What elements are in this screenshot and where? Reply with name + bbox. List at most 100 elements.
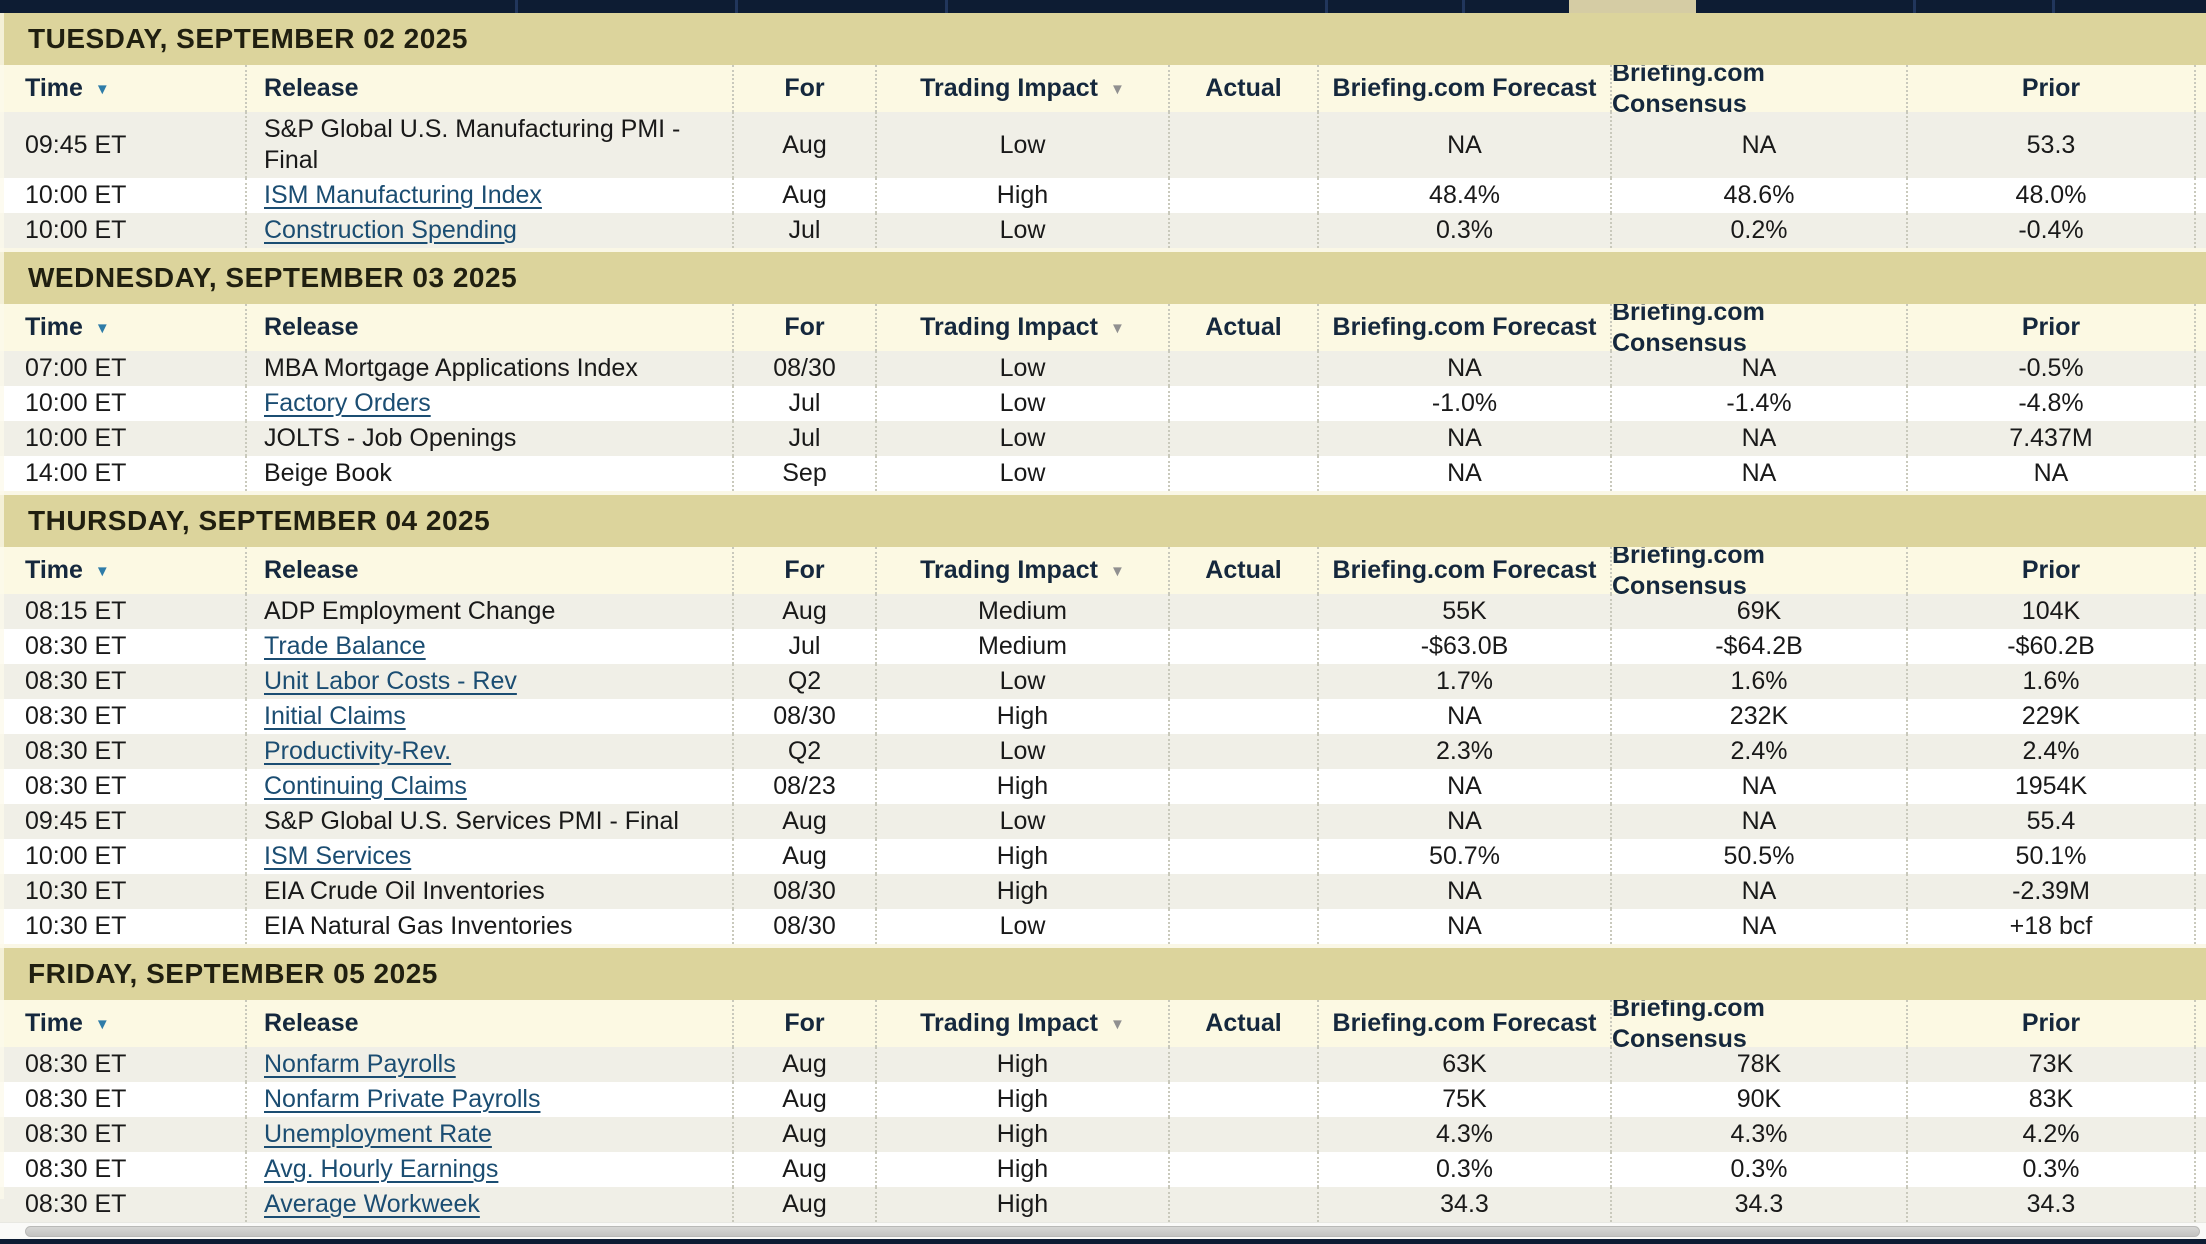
column-header-forecast: Briefing.com Forecast [1319, 65, 1612, 112]
prior-cell: 73K [1908, 1047, 2196, 1082]
column-header-actual: Actual [1170, 547, 1319, 594]
row-filler-cell [2196, 734, 2206, 769]
impact-cell: High [877, 1187, 1170, 1222]
header-filler-cell [2196, 304, 2206, 351]
release-link[interactable]: Continuing Claims [264, 772, 467, 800]
prior-cell: 48.0% [1908, 178, 2196, 213]
consensus-cell: 4.3% [1612, 1117, 1908, 1152]
for-cell: Aug [734, 1117, 877, 1152]
impact-cell: High [877, 699, 1170, 734]
release-link[interactable]: Unit Labor Costs - Rev [264, 667, 517, 695]
consensus-cell: NA [1612, 112, 1908, 178]
table-row: 08:30 ET Unemployment Rate Aug High 4.3% 4.3%… [0, 1117, 2206, 1152]
column-header-label: Briefing.com Forecast [1332, 1009, 1597, 1037]
release-cell: Initial Claims [247, 699, 734, 734]
for-cell: 08/30 [734, 699, 877, 734]
impact-cell: Low [877, 213, 1170, 248]
consensus-cell: 0.2% [1612, 213, 1908, 248]
forecast-cell: 0.3% [1319, 1152, 1612, 1187]
release-cell: JOLTS - Job Openings [247, 421, 734, 456]
for-cell: Aug [734, 1047, 877, 1082]
day-section: WEDNESDAY, SEPTEMBER 03 2025 Time ▼ Release… [0, 248, 2206, 491]
release-cell: MBA Mortgage Applications Index [247, 351, 734, 386]
column-header-impact[interactable]: Trading Impact ▼ [877, 65, 1170, 112]
release-link[interactable]: Average Workweek [264, 1190, 480, 1218]
sort-down-icon[interactable]: ▼ [1109, 320, 1125, 337]
impact-cell: High [877, 874, 1170, 909]
column-header-consensus: Briefing.com Consensus [1612, 1000, 1908, 1047]
row-filler-cell [2196, 421, 2206, 456]
table-row: 08:30 ET Initial Claims 08/30 High NA 232K 229… [0, 699, 2206, 734]
release-link[interactable]: Trade Balance [264, 632, 426, 660]
release-link[interactable]: Avg. Hourly Earnings [264, 1155, 499, 1183]
column-header-row: Time ▼ Release For Trading Impact ▼ Actual Brie… [0, 65, 2206, 112]
actual-cell [1170, 909, 1319, 944]
column-header-time[interactable]: Time ▼ [0, 65, 247, 112]
actual-cell [1170, 734, 1319, 769]
release-link[interactable]: Initial Claims [264, 702, 406, 730]
impact-cell: Low [877, 112, 1170, 178]
column-header-label: Actual [1205, 556, 1282, 584]
nav-divider [735, 0, 738, 13]
row-filler-cell [2196, 769, 2206, 804]
release-link[interactable]: Productivity-Rev. [264, 737, 452, 765]
header-filler-cell [2196, 547, 2206, 594]
impact-cell: Medium [877, 594, 1170, 629]
column-header-prior: Prior [1908, 65, 2196, 112]
release-link[interactable]: Factory Orders [264, 389, 431, 417]
table-row: 10:00 ET Factory Orders Jul Low -1.0% -1.4% -4… [0, 386, 2206, 421]
release-cell: Factory Orders [247, 386, 734, 421]
column-header-impact[interactable]: Trading Impact ▼ [877, 1000, 1170, 1047]
column-header-label: Trading Impact [920, 313, 1098, 341]
table-row: 10:00 ET ISM Services Aug High 50.7% 50.5% 50.… [0, 839, 2206, 874]
forecast-cell: NA [1319, 112, 1612, 178]
table-row: 08:15 ET ADP Employment Change Aug Medium 55… [0, 594, 2206, 629]
column-header-release: Release [247, 547, 734, 594]
column-header-time[interactable]: Time ▼ [0, 547, 247, 594]
consensus-cell: 50.5% [1612, 839, 1908, 874]
row-filler-cell [2196, 1187, 2206, 1222]
release-cell: Trade Balance [247, 629, 734, 664]
bottom-border-bar [0, 1239, 2206, 1244]
sort-down-icon[interactable]: ▼ [1109, 1016, 1125, 1033]
nav-divider [1913, 0, 1916, 13]
sort-down-icon[interactable]: ▼ [1109, 563, 1125, 580]
column-header-label: Time [25, 313, 83, 341]
column-header-label: Time [25, 1009, 83, 1037]
for-cell: Sep [734, 456, 877, 491]
impact-cell: Low [877, 909, 1170, 944]
sort-down-icon[interactable]: ▼ [94, 81, 110, 98]
release-link[interactable]: Construction Spending [264, 216, 517, 244]
release-cell: ISM Manufacturing Index [247, 178, 734, 213]
column-header-time[interactable]: Time ▼ [0, 304, 247, 351]
sort-down-icon[interactable]: ▼ [1109, 81, 1125, 98]
time-cell: 09:45 ET [0, 804, 247, 839]
release-cell: S&P Global U.S. Manufacturing PMI - Fina… [247, 112, 734, 178]
prior-cell: +18 bcf [1908, 909, 2196, 944]
release-link[interactable]: Nonfarm Payrolls [264, 1050, 456, 1078]
row-filler-cell [2196, 1082, 2206, 1117]
release-link[interactable]: ISM Services [264, 842, 412, 870]
prior-cell: -0.5% [1908, 351, 2196, 386]
sort-down-icon[interactable]: ▼ [94, 1016, 110, 1033]
forecast-cell: NA [1319, 804, 1612, 839]
for-cell: Jul [734, 629, 877, 664]
time-cell: 08:30 ET [0, 699, 247, 734]
time-cell: 08:30 ET [0, 1152, 247, 1187]
horizontal-scrollbar-thumb[interactable] [25, 1226, 2200, 1237]
horizontal-scrollbar[interactable] [0, 1222, 2206, 1239]
release-link[interactable]: ISM Manufacturing Index [264, 181, 542, 209]
sort-down-icon[interactable]: ▼ [94, 563, 110, 580]
table-row: 14:00 ET Beige Book Sep Low NA NA NA [0, 456, 2206, 491]
column-header-impact[interactable]: Trading Impact ▼ [877, 304, 1170, 351]
row-filler-cell [2196, 804, 2206, 839]
release-cell: ISM Services [247, 839, 734, 874]
release-cell: EIA Crude Oil Inventories [247, 874, 734, 909]
column-header-impact[interactable]: Trading Impact ▼ [877, 547, 1170, 594]
actual-cell [1170, 874, 1319, 909]
impact-cell: Low [877, 351, 1170, 386]
release-link[interactable]: Nonfarm Private Payrolls [264, 1085, 541, 1113]
column-header-time[interactable]: Time ▼ [0, 1000, 247, 1047]
sort-down-icon[interactable]: ▼ [94, 320, 110, 337]
release-link[interactable]: Unemployment Rate [264, 1120, 492, 1148]
